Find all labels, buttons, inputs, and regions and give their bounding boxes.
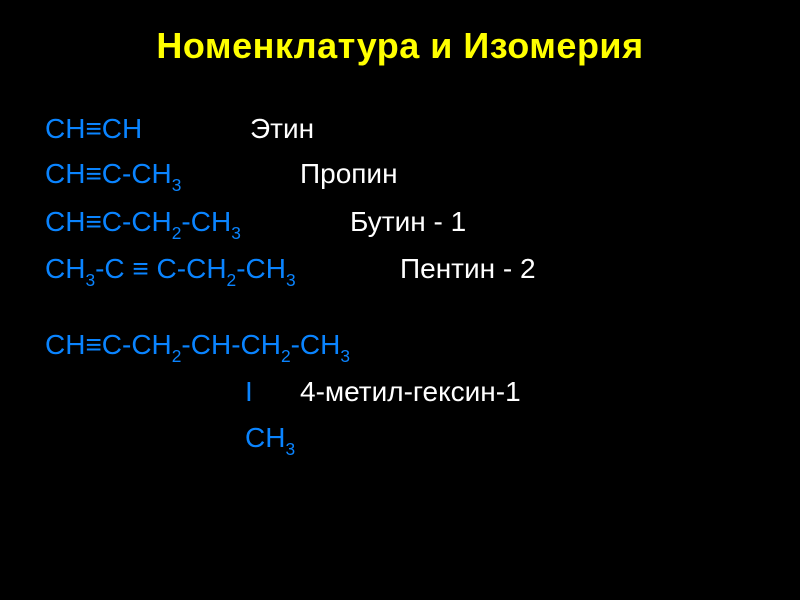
compound-row: CH≡C-CH3 Пропин	[45, 152, 755, 198]
formula-list: CH≡CH Этин CH≡C-CH3 Пропин CH≡C-CH2-CH3 …	[45, 107, 755, 461]
branch-bar: I	[245, 370, 253, 413]
compound-label: Бутин - 1	[350, 200, 466, 243]
formula: CH≡C-CH2-CH-CH2-CH3	[45, 323, 350, 369]
branch-row: I 4-метил-гексин-1	[45, 370, 755, 413]
spacer	[45, 295, 755, 323]
formula: CH≡C-CH3	[45, 152, 181, 198]
compound-label: 4-метил-гексин-1	[300, 370, 521, 413]
compound-row: CH3-C ≡ C-CH2-CH3 Пентин - 2	[45, 247, 755, 293]
compound-row: CH≡C-CH2-CH3 Бутин - 1	[45, 200, 755, 246]
formula: CH≡C-CH2-CH3	[45, 200, 241, 246]
compound-row: CH≡C-CH2-CH-CH2-CH3	[45, 323, 755, 369]
compound-row: CH≡CH Этин	[45, 107, 755, 150]
compound-label: Пентин - 2	[400, 247, 536, 290]
slide-title: Номенклатура и Изомерия	[45, 25, 755, 67]
compound-label: Этин	[250, 107, 314, 150]
formula: CH≡CH	[45, 107, 142, 150]
branch-row: CH3	[45, 416, 755, 462]
compound-label: Пропин	[300, 152, 398, 195]
branch-substituent: CH3	[245, 416, 295, 462]
formula: CH3-C ≡ C-CH2-CH3	[45, 247, 296, 293]
